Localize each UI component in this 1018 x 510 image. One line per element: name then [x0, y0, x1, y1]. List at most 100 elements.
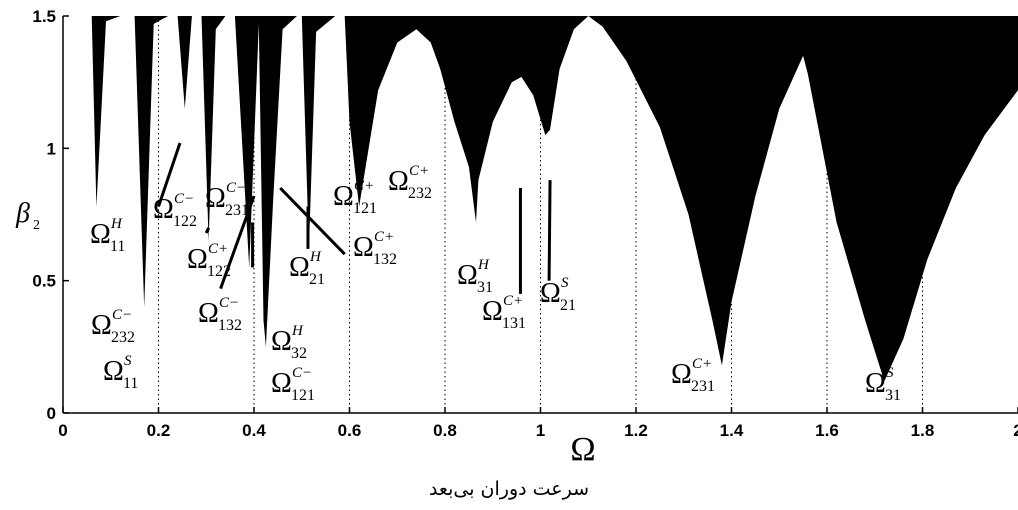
y-tick-label: 1.5 — [32, 7, 56, 26]
annotation-subscript: 232 — [408, 185, 432, 202]
annotation-superscript: C− — [292, 365, 312, 381]
annotation-superscript: S — [124, 353, 132, 369]
omega-annotation: Ω S 11 — [103, 353, 138, 392]
annotation-symbol: Ω — [91, 310, 112, 341]
annotation-symbol: Ω — [671, 359, 692, 390]
annotation-superscript: C+ — [503, 293, 523, 309]
x-tick-label: 0.6 — [338, 421, 362, 440]
annotation-symbol: Ω — [198, 298, 219, 329]
annotation-superscript: C− — [174, 191, 194, 207]
annotation-superscript: H — [309, 249, 322, 265]
y-axis-label-main: β — [15, 198, 30, 229]
annotation-subscript: 122 — [173, 213, 197, 230]
omega-annotation: Ω C− 231 — [205, 180, 249, 219]
annotation-superscript: C+ — [374, 229, 394, 245]
annotation-subscript: 122 — [207, 263, 231, 280]
annotation-symbol: Ω — [353, 232, 374, 263]
omega-annotation: Ω C+ 131 — [482, 293, 526, 332]
annotation-subscript: 11 — [123, 375, 138, 392]
y-axis-label-sub: 2 — [33, 218, 40, 233]
omega-annotation: Ω C+ 231 — [671, 356, 715, 395]
boundary-line — [157, 142, 182, 208]
annotation-subscript: 32 — [291, 345, 307, 362]
annotation-symbol: Ω — [333, 181, 354, 212]
annotation-superscript: C+ — [409, 163, 429, 179]
annotation-superscript: H — [477, 257, 490, 273]
annotation-subscript: 132 — [373, 251, 397, 268]
annotation-superscript: C− — [219, 295, 239, 311]
annotation-superscript: S — [561, 275, 569, 291]
x-tick-label: 1.6 — [815, 421, 839, 440]
x-tick-label: 0.4 — [242, 421, 266, 440]
y-tick-label: 0.5 — [32, 272, 56, 291]
unstable-region — [63, 16, 1018, 382]
x-axis-label: Ω — [570, 431, 595, 468]
annotation-subscript: 132 — [218, 317, 242, 334]
y-tick-label: 0 — [47, 404, 56, 423]
x-tick-label: 1.4 — [720, 421, 744, 440]
boundary-line — [547, 180, 552, 281]
omega-annotation: Ω C+ 132 — [353, 229, 397, 268]
annotation-superscript: H — [291, 323, 304, 339]
x-tick-label: 0.8 — [433, 421, 457, 440]
y-axis-label: β 2 — [15, 198, 40, 233]
annotation-subscript: 131 — [502, 315, 526, 332]
annotation-symbol: Ω — [271, 368, 292, 399]
annotation-symbol: Ω — [540, 278, 561, 309]
annotation-symbol: Ω — [153, 194, 174, 225]
annotation-subscript: 231 — [691, 378, 715, 395]
annotation-symbol: Ω — [103, 356, 124, 387]
caption: سرعت دوران بی‌بعد — [428, 478, 590, 500]
annotation-superscript: S — [886, 365, 894, 381]
annotation-superscript: C+ — [208, 241, 228, 257]
omega-annotation: Ω S 31 — [865, 365, 901, 404]
stability-chart: 00.20.40.60.811.21.41.61.8200.511.5 ΩH11… — [15, 7, 1018, 468]
annotation-subscript: 121 — [353, 200, 377, 217]
annotation-subscript: 21 — [560, 297, 576, 314]
x-tick-label: 0.2 — [147, 421, 171, 440]
boundary-line — [279, 186, 346, 256]
annotation-superscript: H — [110, 216, 123, 232]
omega-annotation: Ω C− 132 — [198, 295, 242, 334]
x-tick-label: 1.8 — [911, 421, 935, 440]
annotation-symbol: Ω — [187, 244, 208, 275]
annotation-subscript: 232 — [111, 329, 135, 346]
annotation-symbol: Ω — [205, 183, 226, 214]
annotation-symbol: Ω — [865, 368, 886, 399]
annotation-symbol: Ω — [388, 166, 409, 197]
axis-ticks: 0 0.2 0.4 0.6 0.8 1 1.2 1.4 1.6 1.8 2 0 0.5 1 1.5 — [32, 7, 1018, 440]
x-tick-label: 2 — [1013, 421, 1018, 440]
annotation-symbol: Ω — [482, 296, 503, 327]
annotation-subscript: 21 — [309, 271, 325, 288]
omega-annotation: Ω H 11 — [90, 216, 125, 255]
omega-annotation: Ω C− 121 — [271, 365, 315, 404]
y-tick-label: 1 — [47, 139, 56, 158]
annotation-superscript: C+ — [692, 356, 712, 372]
annotation-symbol: Ω — [271, 326, 292, 357]
omega-annotation: Ω C− 232 — [91, 307, 135, 346]
boundary-line — [219, 195, 256, 290]
omega-annotation: Ω H 31 — [457, 257, 493, 296]
annotation-symbol: Ω — [90, 219, 111, 250]
x-tick-label: 1.2 — [624, 421, 648, 440]
omega-annotation: Ω S 21 — [540, 275, 576, 314]
omega-annotation: Ω C− 122 — [153, 191, 197, 230]
x-tick-label: 0 — [58, 421, 67, 440]
omega-annotation: Ω C+ 122 — [187, 241, 231, 280]
annotation-subscript: 231 — [225, 202, 249, 219]
omega-annotation: Ω C+ 121 — [333, 178, 377, 217]
annotation-subscript: 31 — [885, 387, 901, 404]
annotation-symbol: Ω — [289, 252, 310, 283]
omega-annotation: Ω H 21 — [289, 249, 325, 288]
x-tick-label: 1 — [536, 421, 545, 440]
annotation-superscript: C− — [112, 307, 132, 323]
annotation-superscript: C− — [226, 180, 246, 196]
annotation-subscript: 11 — [110, 238, 125, 255]
boundary-line — [204, 227, 211, 234]
omega-annotation: Ω H 32 — [271, 323, 307, 362]
omega-annotation: Ω C+ 232 — [388, 163, 432, 202]
annotation-subscript: 31 — [477, 279, 493, 296]
annotation-superscript: C+ — [354, 178, 374, 194]
plot-area — [62, 16, 1018, 414]
